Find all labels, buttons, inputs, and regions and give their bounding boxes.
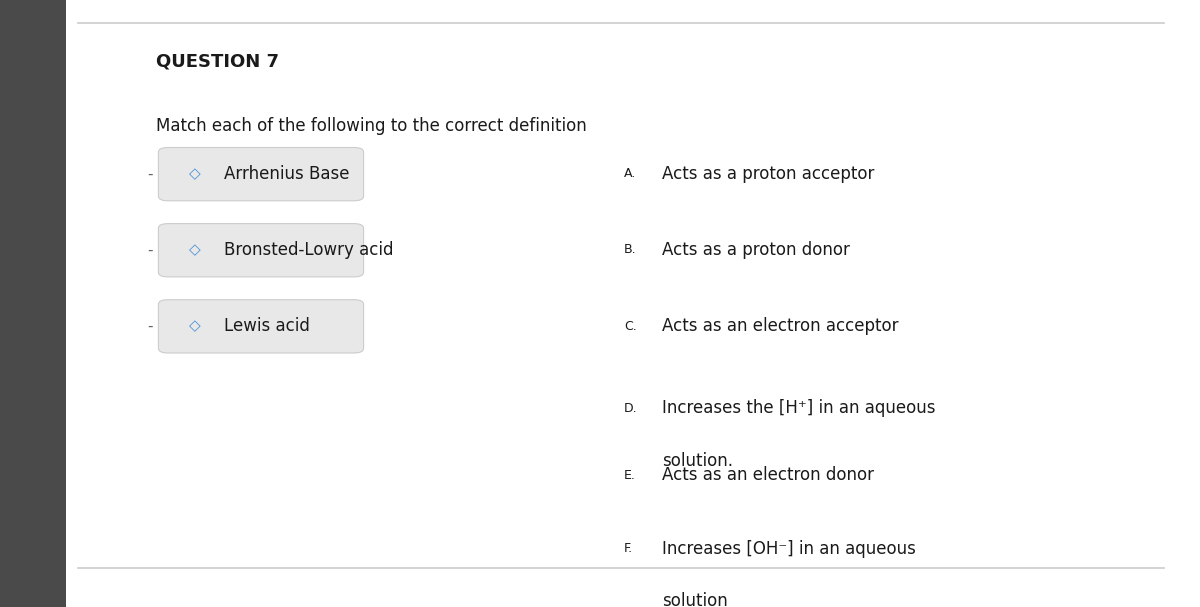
Text: Acts as a proton donor: Acts as a proton donor (662, 241, 851, 259)
Text: ◇: ◇ (188, 319, 200, 334)
Text: -: - (148, 242, 152, 257)
Text: -: - (148, 166, 152, 181)
Text: -: - (148, 319, 152, 334)
Text: Increases the [H⁺] in an aqueous: Increases the [H⁺] in an aqueous (662, 399, 936, 417)
Text: D.: D. (624, 401, 637, 415)
Text: Lewis acid: Lewis acid (224, 317, 311, 335)
Text: Acts as an electron donor: Acts as an electron donor (662, 466, 875, 484)
Text: solution.: solution. (662, 452, 733, 470)
Text: E.: E. (624, 469, 636, 482)
Text: QUESTION 7: QUESTION 7 (156, 53, 278, 70)
Text: solution: solution (662, 592, 728, 607)
Text: Increases [OH⁻] in an aqueous: Increases [OH⁻] in an aqueous (662, 540, 917, 557)
Text: Acts as a proton acceptor: Acts as a proton acceptor (662, 165, 875, 183)
Text: C.: C. (624, 319, 637, 333)
FancyBboxPatch shape (158, 148, 364, 201)
FancyBboxPatch shape (158, 223, 364, 277)
FancyBboxPatch shape (158, 300, 364, 353)
Text: B.: B. (624, 243, 637, 256)
Text: Bronsted-Lowry acid: Bronsted-Lowry acid (224, 241, 394, 259)
Text: F.: F. (624, 542, 634, 555)
Text: ◇: ◇ (188, 242, 200, 257)
Text: Match each of the following to the correct definition: Match each of the following to the corre… (156, 117, 587, 135)
Text: Arrhenius Base: Arrhenius Base (224, 165, 350, 183)
Text: Acts as an electron acceptor: Acts as an electron acceptor (662, 317, 899, 335)
Text: A.: A. (624, 168, 636, 180)
Text: ◇: ◇ (188, 166, 200, 181)
